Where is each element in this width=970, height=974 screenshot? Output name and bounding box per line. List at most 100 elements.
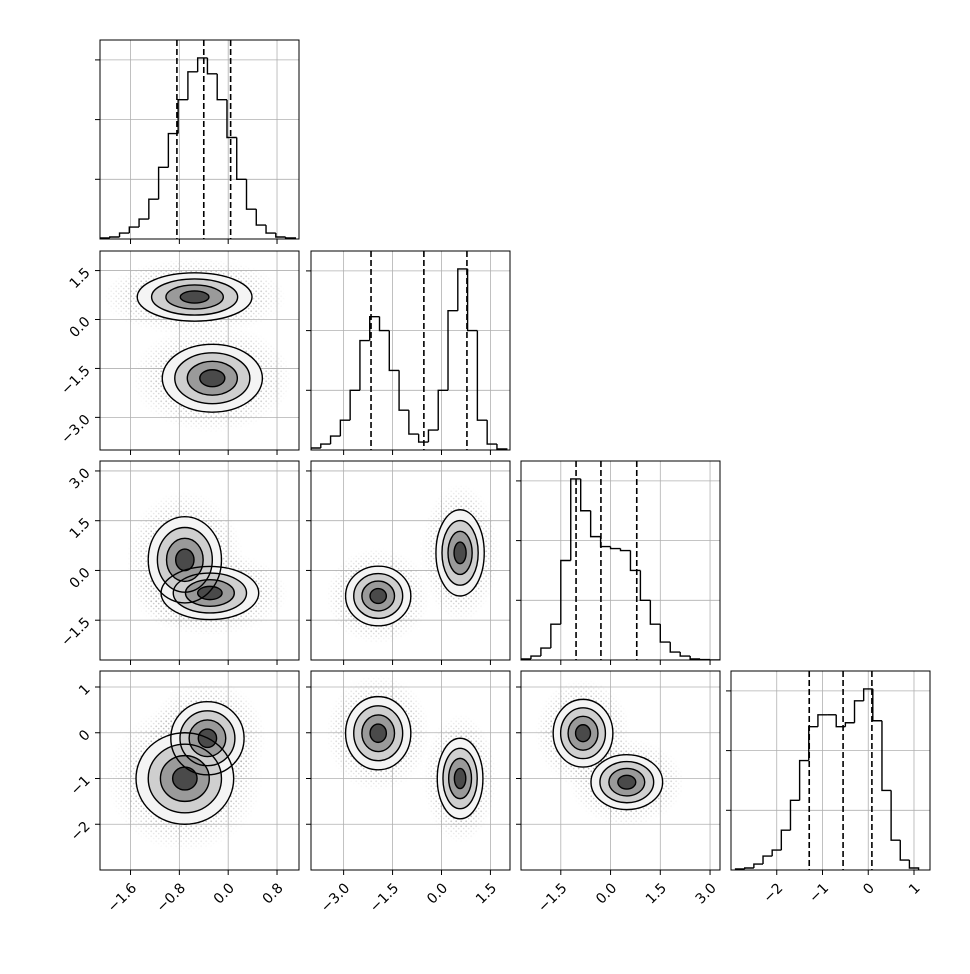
x-tick-label: −1.5 <box>367 880 402 915</box>
histogram-bin <box>781 830 790 850</box>
histogram-bin <box>581 479 591 511</box>
y-tick-label: 1.5 <box>67 515 94 542</box>
panel: −1.5 0.0 1.5 3.0 <box>516 671 720 916</box>
histogram-bin <box>477 331 487 421</box>
panel: −2 −1 0 1 <box>726 671 930 906</box>
panel-content <box>100 671 299 870</box>
x-tick-label: 1.5 <box>473 880 500 907</box>
x-tick-label: −1.6 <box>105 880 140 915</box>
histogram-bin <box>650 600 660 624</box>
panel: −1.5 0.0 1.5 3.0 <box>58 461 299 665</box>
panel-content <box>731 671 930 870</box>
histogram-bin <box>188 72 198 100</box>
histogram-bin <box>790 800 799 830</box>
histogram-bin <box>541 648 551 656</box>
y-tick-label: 1.5 <box>67 265 94 292</box>
x-tick-label: −3.0 <box>318 880 353 915</box>
panel-content <box>311 251 510 450</box>
histogram-bin <box>247 179 257 209</box>
x-tick-label: 3.0 <box>693 880 720 907</box>
histogram-bin <box>237 138 247 180</box>
x-tick-label: 0 <box>860 880 878 898</box>
histogram-bin <box>350 390 360 420</box>
histogram-bin <box>630 551 640 571</box>
x-tick-label: −1.5 <box>535 880 570 915</box>
panel: −3.0 −1.5 0.0 1.5 <box>58 251 299 455</box>
x-tick-label: 0.0 <box>424 880 451 907</box>
x-tick-label: 0.0 <box>211 880 238 907</box>
panel <box>306 461 510 665</box>
histogram-bin <box>321 444 331 448</box>
panel-content <box>311 461 510 660</box>
histogram-bin <box>438 390 448 430</box>
histogram-bin <box>458 269 468 311</box>
histogram-bin <box>745 868 754 869</box>
y-tick-label: 0.0 <box>67 314 94 341</box>
histogram-bin <box>149 199 159 219</box>
x-tick-label: 1.5 <box>643 880 670 907</box>
histogram-bin <box>873 689 882 721</box>
x-tick-label: 0.8 <box>260 880 287 907</box>
histogram-bin <box>621 549 631 551</box>
histogram-bin <box>754 864 763 868</box>
histogram-bin <box>487 420 497 444</box>
histogram-bin <box>601 537 611 547</box>
panel-content <box>311 671 510 870</box>
panel: −3.0 −1.5 0.0 1.5 <box>306 671 510 916</box>
panel-content <box>521 671 720 870</box>
panel-content <box>521 461 720 660</box>
histogram-bin <box>670 642 680 652</box>
histogram-bin <box>360 341 370 391</box>
histogram-bin <box>331 436 341 444</box>
histogram-bin <box>256 209 266 225</box>
histogram-bin <box>551 624 561 648</box>
histogram-bin <box>660 624 670 642</box>
y-tick-label: −3.0 <box>58 412 93 447</box>
y-tick-label: 0.0 <box>67 565 94 592</box>
histogram-bin <box>640 570 650 600</box>
histogram-bin <box>217 74 227 100</box>
histogram-bin <box>409 410 419 434</box>
y-tick-label: 0 <box>76 727 94 745</box>
panel <box>95 40 299 244</box>
panel-content <box>100 40 299 239</box>
y-tick-label: 3.0 <box>67 465 94 492</box>
histogram-bin <box>800 761 809 801</box>
histogram-bin <box>611 547 621 549</box>
histogram-bin <box>836 715 845 727</box>
histogram-bin <box>497 444 507 450</box>
histogram-bin <box>690 656 700 659</box>
histogram-bin <box>680 652 690 656</box>
histogram-bin <box>139 219 149 227</box>
y-tick-label: 1 <box>76 681 94 699</box>
y-tick-label: −1.5 <box>58 615 93 650</box>
x-tick-label: −1 <box>806 880 832 906</box>
panel-content <box>100 251 299 450</box>
histogram-bin <box>428 430 438 442</box>
x-tick-label: −0.8 <box>154 880 189 915</box>
x-tick-label: 1 <box>906 880 924 898</box>
x-tick-label: 0.0 <box>593 880 620 907</box>
histogram-bin <box>110 237 120 238</box>
histogram-bin <box>855 701 864 723</box>
y-tick-label: −1.5 <box>58 363 93 398</box>
histogram-bin <box>809 727 818 761</box>
histogram-bin <box>891 790 900 840</box>
panel-frame <box>100 40 299 239</box>
histogram-bin <box>159 167 169 199</box>
histogram-bin <box>561 561 571 625</box>
y-tick-label: −2 <box>68 819 94 845</box>
histogram-bin <box>448 311 458 391</box>
histogram-bin <box>266 225 276 233</box>
histogram-bin <box>591 511 601 537</box>
histogram-bin <box>900 840 909 860</box>
x-tick-label: −2 <box>760 880 786 906</box>
y-tick-label: −1 <box>68 773 94 799</box>
histogram-bin <box>763 856 772 864</box>
histogram-bin <box>120 233 130 237</box>
histogram-bin <box>468 269 478 331</box>
histogram-bin <box>531 656 541 659</box>
histogram-bin <box>845 723 854 727</box>
